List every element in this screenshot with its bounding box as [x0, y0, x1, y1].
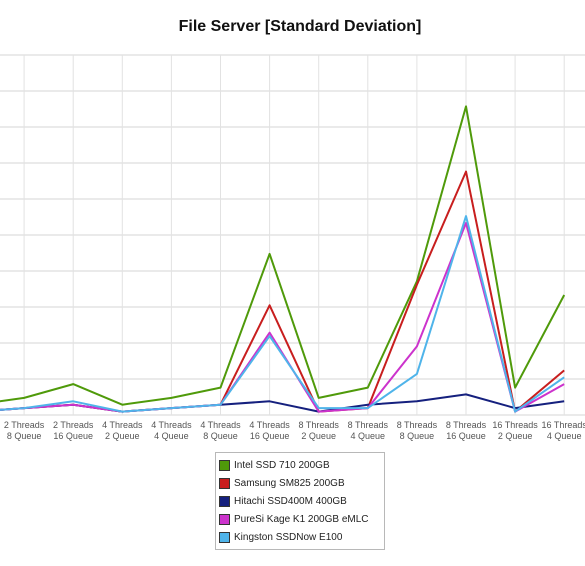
- legend-item: Intel SSD 710 200GB: [216, 456, 384, 474]
- horizontal-gridlines: [0, 54, 585, 416]
- x-tick-label: 2 Queue: [498, 431, 533, 441]
- x-tick-label: 4 Threads: [102, 420, 143, 430]
- x-tick-label: 16 Queue: [446, 431, 486, 441]
- legend-label: Kingston SSDNow E100: [234, 531, 343, 543]
- legend-swatch: [219, 477, 230, 489]
- x-tick-label: 8 Queue: [400, 431, 435, 441]
- x-tick-label: 2 Queue: [105, 431, 140, 441]
- legend-swatch: [219, 459, 230, 471]
- x-tick-label: 8 Queue: [203, 431, 238, 441]
- vertical-gridlines: [23, 55, 565, 415]
- legend-label: PureSi Kage K1 200GB eMLC: [234, 513, 369, 525]
- series-line-5: [0, 215, 565, 413]
- legend-item: Samsung SM825 200GB: [216, 474, 384, 492]
- x-tick-label: 8 Threads: [446, 420, 487, 430]
- legend-swatch: [219, 531, 230, 543]
- x-tick-label: 2 Queue: [301, 431, 336, 441]
- series-lines: [0, 105, 566, 413]
- legend-swatch: [219, 513, 230, 525]
- series-line-1: [0, 105, 566, 406]
- x-tick-label: 4 Threads: [200, 420, 241, 430]
- x-tick-label: 4 Threads: [151, 420, 192, 430]
- x-tick-label: 4 Threads: [249, 420, 290, 430]
- x-tick-label: 16 Queue: [53, 431, 93, 441]
- x-tick-label: 8 Threads: [348, 420, 389, 430]
- legend-label: Hitachi SSD400M 400GB: [234, 495, 347, 507]
- legend-label: Intel SSD 710 200GB: [234, 459, 330, 471]
- x-tick-label: 16 Threads: [542, 420, 585, 430]
- chart-title: File Server [Standard Deviation]: [178, 18, 422, 35]
- legend-label: Samsung SM825 200GB: [234, 477, 345, 489]
- x-tick-label: 16 Queue: [250, 431, 290, 441]
- legend-swatch: [219, 495, 230, 507]
- x-tick-label: 4 Queue: [351, 431, 386, 441]
- x-tick-label: 8 Threads: [299, 420, 340, 430]
- x-tick-label: 4 Queue: [547, 431, 582, 441]
- legend-item: Hitachi SSD400M 400GB: [216, 492, 384, 510]
- x-tick-label: 4 Queue: [154, 431, 189, 441]
- x-tick-label: 2 Threads: [53, 420, 94, 430]
- x-tick-label: 8 Threads: [397, 420, 438, 430]
- chart-legend: Intel SSD 710 200GB Samsung SM825 200GB Hi…: [215, 452, 385, 550]
- series-line-4: [0, 222, 565, 413]
- x-tick-label: 8 Queue: [7, 431, 42, 441]
- x-tick-label: 2 Threads: [4, 420, 45, 430]
- legend-item: PureSi Kage K1 200GB eMLC: [216, 510, 384, 528]
- x-tick-label: 16 Threads: [492, 420, 538, 430]
- legend-item: Kingston SSDNow E100: [216, 528, 384, 546]
